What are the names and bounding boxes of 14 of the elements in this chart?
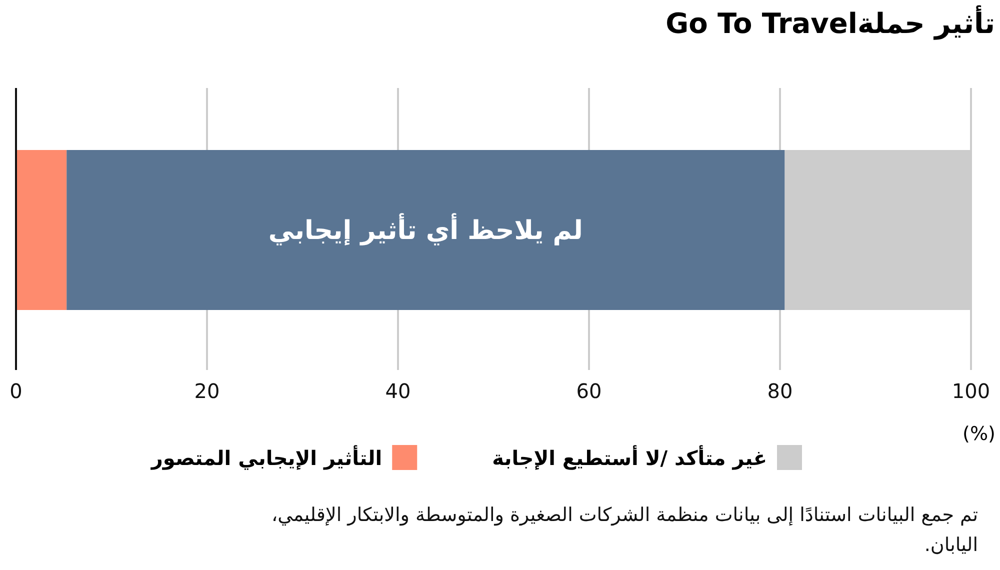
- bar: [16, 150, 67, 310]
- legend-label: التأثير الإيجابي المتصور: [150, 445, 382, 470]
- x-tick-label: 20: [194, 379, 220, 404]
- x-tick-label: 80: [767, 379, 793, 404]
- bar: [66, 150, 785, 310]
- x-tick-label: 0: [10, 379, 22, 404]
- text: تم جمع البيانات استنادًا إلى بيانات منظمة الشركات الصغيرة والمتوسطة والابتكار الإقليمي، اليابان.: [270, 503, 978, 558]
- chart-title: تأثير حملةGo To Travel: [666, 5, 995, 40]
- x-axis-title: (%): [962, 423, 996, 445]
- legend-label: غير متأكد /لا أستطيع الإجابة: [492, 445, 767, 470]
- series-label: لم يلاحظ أي تأثير إيجابي: [268, 213, 583, 246]
- x-tick-label: 40: [385, 379, 411, 404]
- x-tick-label: 100: [952, 379, 990, 404]
- x-tick-label: 60: [576, 379, 602, 404]
